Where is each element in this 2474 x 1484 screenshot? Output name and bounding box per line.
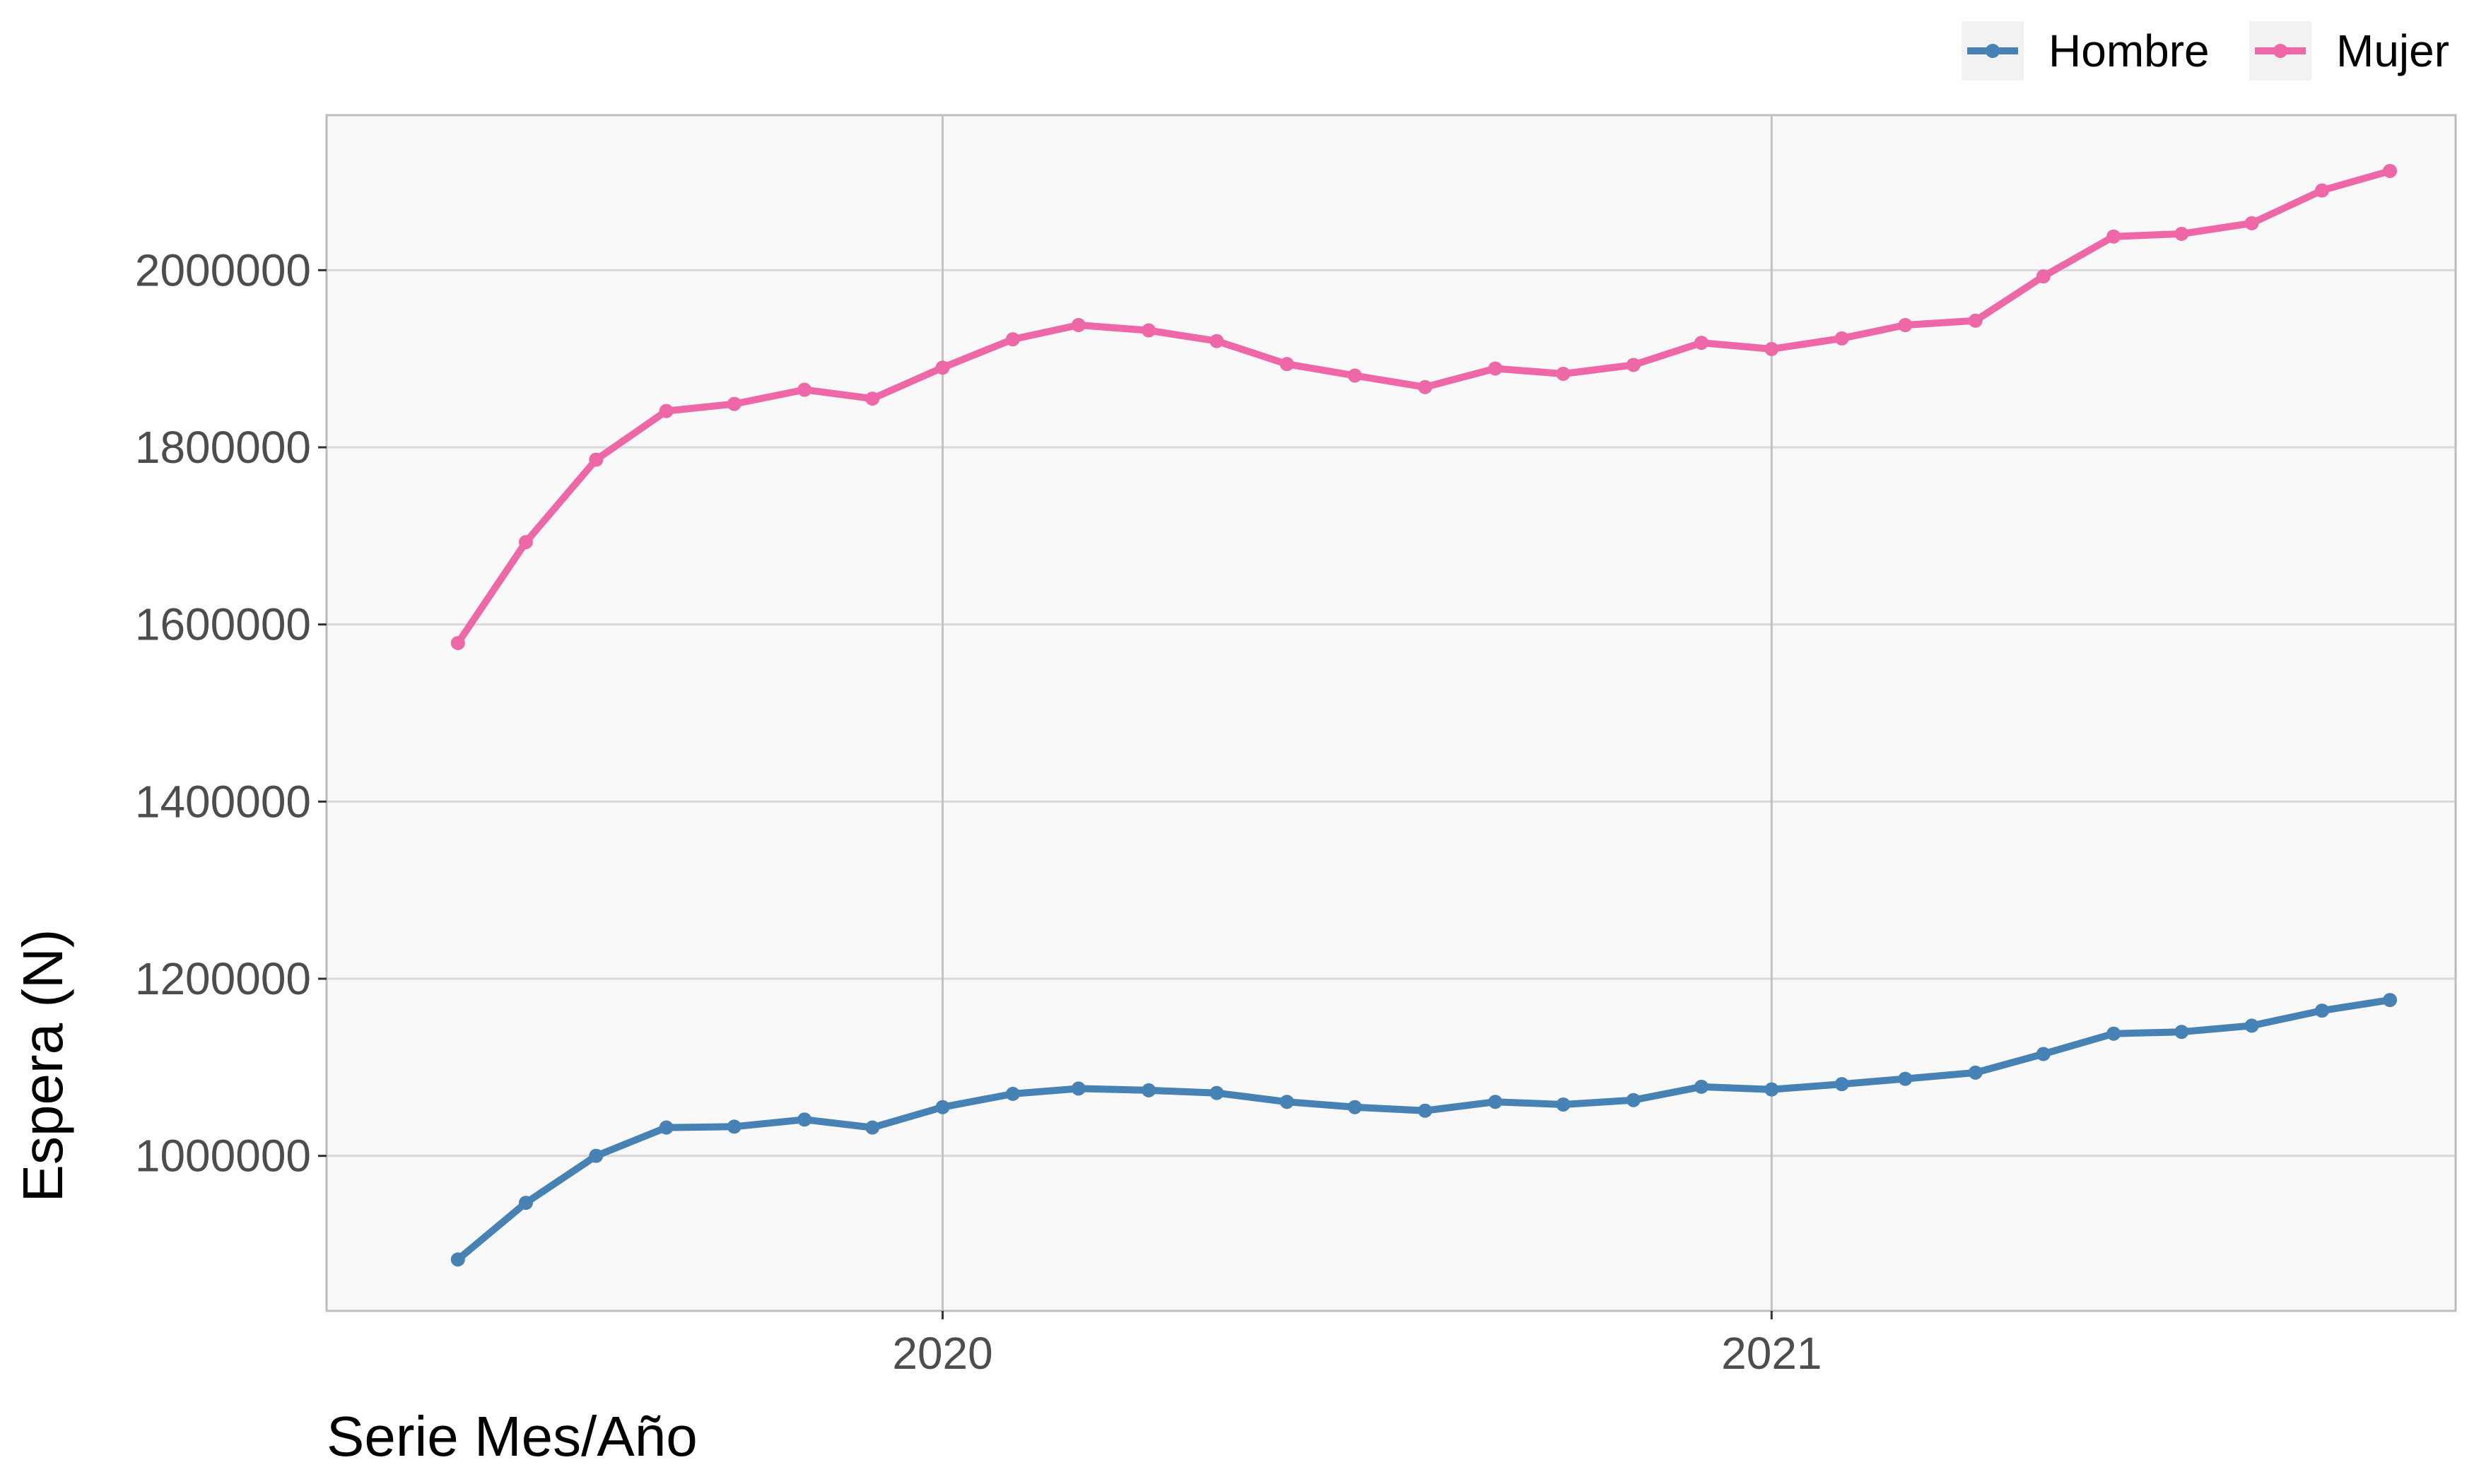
y-tick-label: 1600000 xyxy=(135,599,311,650)
x-axis-ticks: 2020 2021 xyxy=(892,1311,1822,1379)
x-tick-label: 2020 xyxy=(892,1328,992,1379)
data-point xyxy=(1005,1086,1020,1101)
data-point xyxy=(518,1196,533,1211)
data-point xyxy=(2036,269,2051,284)
data-point xyxy=(1556,1097,1571,1112)
data-point xyxy=(1556,366,1571,381)
data-point xyxy=(2383,993,2398,1008)
data-point xyxy=(1898,318,1913,333)
data-point xyxy=(2106,229,2121,244)
y-tick-label: 1800000 xyxy=(135,422,311,473)
series-layer xyxy=(450,163,2398,1267)
data-point xyxy=(797,382,812,397)
data-point xyxy=(2244,1018,2259,1033)
data-point xyxy=(518,535,533,550)
data-point xyxy=(2314,183,2329,198)
data-point xyxy=(2174,1025,2189,1040)
data-point xyxy=(727,1119,741,1134)
y-tick-label: 1400000 xyxy=(135,776,311,827)
data-point xyxy=(589,1148,604,1163)
data-point xyxy=(2036,1047,2051,1061)
data-point xyxy=(1418,1103,1433,1118)
plot-background xyxy=(327,115,2456,1311)
data-point xyxy=(1005,332,1020,347)
legend-item-hombre: Hombre xyxy=(1962,21,2210,81)
y-tick-label: 1000000 xyxy=(135,1131,311,1182)
data-point xyxy=(2106,1026,2121,1041)
data-point xyxy=(1279,1095,1294,1109)
data-point xyxy=(1209,1085,1224,1100)
data-point xyxy=(659,1120,674,1135)
data-point xyxy=(1279,357,1294,372)
series-mujer xyxy=(450,163,2398,650)
data-point xyxy=(1209,334,1224,348)
data-point xyxy=(865,1120,880,1135)
legend-key-point xyxy=(1986,44,2000,58)
data-point xyxy=(1834,1077,1849,1092)
data-point xyxy=(2314,1003,2329,1018)
plot-border xyxy=(325,114,2457,1312)
data-point xyxy=(450,1252,465,1267)
data-point xyxy=(589,452,604,467)
data-point xyxy=(1488,1095,1503,1109)
data-point xyxy=(659,404,674,418)
y-tick-label: 2000000 xyxy=(135,245,311,295)
legend-key-point xyxy=(2273,44,2287,58)
data-point xyxy=(1142,1083,1156,1097)
y-axis-ticks: 1000000 1200000 1400000 1600000 1800000 20000… xyxy=(135,245,327,1182)
legend-label: Hombre xyxy=(2048,25,2210,76)
data-point xyxy=(1071,318,1086,333)
data-point xyxy=(1694,1079,1708,1094)
data-point xyxy=(1968,1065,1983,1080)
data-point xyxy=(1347,1100,1362,1114)
data-point xyxy=(1071,1081,1086,1096)
data-point xyxy=(727,396,741,411)
legend: Hombre Mujer xyxy=(1962,21,2449,81)
x-tick-label: 2021 xyxy=(1721,1328,1822,1379)
series-hombre xyxy=(450,993,2398,1267)
data-point xyxy=(1626,1093,1641,1107)
y-axis-title: Espera (N) xyxy=(11,929,74,1203)
data-point xyxy=(1968,313,1983,328)
data-point xyxy=(2174,226,2189,241)
y-tick-label: 1200000 xyxy=(135,953,311,1004)
data-point xyxy=(2383,163,2398,178)
data-point xyxy=(1764,1082,1779,1097)
data-point xyxy=(2244,216,2259,230)
data-point xyxy=(1347,368,1362,383)
data-point xyxy=(1488,361,1503,376)
data-point xyxy=(1142,323,1156,338)
legend-item-mujer: Mujer xyxy=(2249,21,2449,81)
data-point xyxy=(1418,379,1433,394)
data-point xyxy=(450,635,465,650)
legend-label: Mujer xyxy=(2336,25,2449,76)
data-point xyxy=(935,360,950,375)
data-point xyxy=(1834,331,1849,346)
data-point xyxy=(935,1100,950,1114)
data-point xyxy=(797,1112,812,1127)
data-point xyxy=(865,391,880,406)
data-point xyxy=(1764,341,1779,356)
y-gridlines xyxy=(327,269,2456,1158)
data-point xyxy=(1694,336,1708,351)
data-point xyxy=(1898,1071,1913,1086)
x-axis-title: Serie Mes/Año xyxy=(327,1405,698,1468)
data-point xyxy=(1626,358,1641,372)
